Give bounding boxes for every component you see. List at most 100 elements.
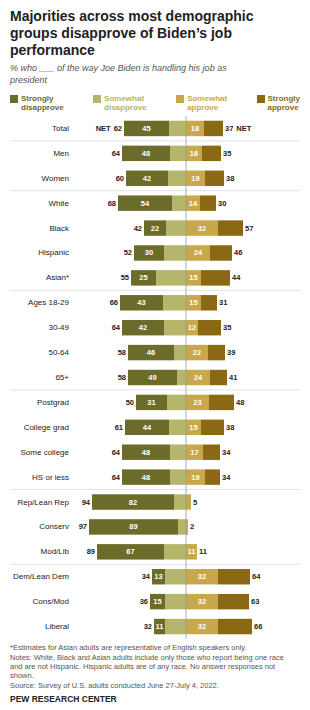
bar-segment — [169, 121, 186, 136]
data-label: 30 — [145, 249, 153, 258]
category-label: White — [49, 199, 70, 208]
bar-segment — [186, 569, 218, 584]
data-label: 42 — [143, 174, 151, 183]
footnote: *Estimates for Asian adults are represen… — [10, 643, 300, 690]
data-label: 14 — [189, 199, 198, 208]
data-label: 32 — [198, 597, 206, 606]
legend-label: Somewhat approve — [187, 94, 227, 112]
net-approve-label: 11 — [199, 547, 207, 556]
bar-segment — [186, 594, 218, 609]
legend-item: Strongly disapprove — [10, 94, 64, 112]
legend-item: Somewhat approve — [176, 94, 227, 112]
legend-swatch — [257, 95, 265, 103]
bar-segment — [208, 345, 225, 360]
data-label: 11 — [188, 547, 196, 556]
bar-segment — [204, 121, 223, 136]
chart: 4518Total6237NETNET4816Men64354219Women6… — [10, 116, 300, 639]
net-disapprove-label: 61 — [115, 423, 123, 432]
bar-segment — [122, 445, 170, 460]
group-separator — [10, 390, 300, 391]
net-approve-label: 37 — [225, 124, 233, 133]
category-label: 65+ — [55, 373, 69, 382]
data-label: 13 — [154, 572, 162, 581]
subtitle: % who ___ of the way Joe Biden is handli… — [10, 63, 300, 86]
bar-segment — [210, 370, 227, 385]
net-approve-label: 35 — [223, 323, 231, 332]
data-label: 24 — [194, 373, 203, 382]
bar-segment — [186, 494, 191, 509]
bar-segment — [165, 569, 186, 584]
bar-segment — [136, 395, 167, 410]
bar-segment — [186, 345, 208, 360]
bar-segment — [166, 220, 186, 235]
data-label: 22 — [193, 348, 201, 357]
category-label: Ages 18-29 — [28, 298, 69, 307]
net-approve-label: 31 — [219, 298, 227, 307]
data-label: 16 — [190, 149, 198, 158]
data-label: 45 — [142, 124, 150, 133]
bar-segment — [128, 370, 177, 385]
net-approve-label: 66 — [254, 622, 262, 631]
category-label: Mod/Lib — [41, 547, 70, 556]
bar-segment — [186, 395, 209, 410]
bar-segment — [186, 470, 205, 485]
bar-segment — [200, 196, 216, 211]
net-word: NET — [96, 124, 111, 133]
data-label: 17 — [190, 448, 198, 457]
data-label: 49 — [148, 373, 156, 382]
bar-segment — [170, 470, 186, 485]
data-label: 12 — [188, 323, 196, 332]
category-label: Women — [42, 174, 69, 183]
net-approve-label: 34 — [222, 473, 231, 482]
bar-segment — [118, 196, 172, 211]
bar-segment — [203, 445, 220, 460]
bar-segment — [218, 220, 243, 235]
bar-segment — [198, 320, 221, 335]
bar-segment — [167, 395, 186, 410]
net-disapprove-label: 42 — [134, 224, 142, 233]
net-approve-label: 5 — [193, 498, 197, 507]
data-label: 11 — [156, 622, 164, 631]
legend-swatch — [93, 95, 101, 103]
category-label: Hispanic — [38, 249, 69, 258]
bar-segment — [186, 146, 202, 161]
legend-swatch — [10, 95, 18, 103]
bar-segment — [201, 270, 230, 285]
legend-label: Somewhat disapprove — [104, 94, 147, 112]
legend-swatch — [176, 95, 184, 103]
net-approve-label: 48 — [236, 398, 244, 407]
net-approve-label: 2 — [190, 523, 194, 532]
source: PEW RESEARCH CENTER — [10, 694, 300, 704]
net-approve-label: 41 — [229, 373, 237, 382]
bars — [89, 121, 252, 635]
net-approve-label: 30 — [218, 199, 226, 208]
data-label: 44 — [143, 423, 152, 432]
bar-segment — [191, 494, 192, 509]
category-label: Postgrad — [37, 398, 69, 407]
data-label: 32 — [198, 572, 206, 581]
net-disapprove-label: 89 — [87, 547, 95, 556]
bar-segment — [186, 544, 197, 559]
data-label: 15 — [189, 423, 197, 432]
bar-segment — [128, 345, 174, 360]
net-disapprove-label: 64 — [112, 448, 121, 457]
legend-label: Strongly approve — [268, 94, 300, 112]
legend-item: Somewhat disapprove — [93, 94, 147, 112]
bar-segment — [150, 594, 165, 609]
bar-segment — [174, 345, 186, 360]
net-disapprove-label: 32 — [144, 622, 152, 631]
data-label: 15 — [189, 298, 197, 307]
bar-segment — [178, 519, 186, 534]
data-label: 82 — [129, 498, 137, 507]
bar-segment — [186, 420, 201, 435]
bar-segment — [186, 196, 200, 211]
data-label: 67 — [126, 547, 134, 556]
category-label: College grad — [24, 423, 69, 432]
net-disapprove-label: 50 — [126, 398, 134, 407]
data-label: 19 — [191, 473, 199, 482]
net-disapprove-label: 52 — [124, 249, 132, 258]
page: Majorities across most demographic group… — [0, 0, 310, 710]
net-approve-label: 38 — [226, 423, 234, 432]
group-separator — [10, 564, 300, 565]
group-separator — [10, 190, 300, 191]
